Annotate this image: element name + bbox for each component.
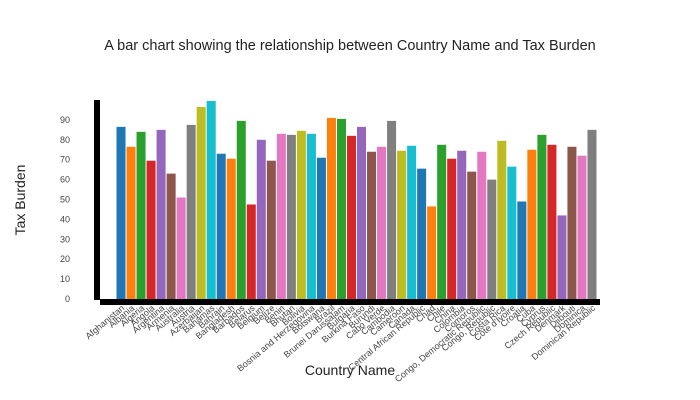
bar: [497, 140, 507, 299]
bar: [256, 139, 266, 299]
y-tick-label: 70: [60, 155, 70, 165]
x-axis-title: Country Name: [305, 362, 395, 378]
bar: [457, 150, 467, 299]
y-tick-label: 10: [60, 274, 70, 284]
y-tick-label: 80: [60, 135, 70, 145]
bar: [397, 150, 407, 299]
bar: [236, 120, 246, 300]
bar: [357, 126, 367, 300]
bar: [407, 145, 417, 299]
x-axis-line: [100, 299, 600, 305]
y-tick-label: 40: [60, 214, 70, 224]
bar: [437, 144, 447, 299]
bar: [587, 129, 597, 299]
bar: [467, 171, 477, 299]
bar: [126, 146, 136, 299]
y-axis-ticks: 0 10 20 30 40 50 60 70 80 90: [60, 115, 70, 304]
bar: [206, 100, 216, 300]
bar: [377, 146, 387, 299]
bar: [316, 157, 326, 299]
bar: [477, 151, 487, 299]
bar: [487, 179, 497, 299]
bar: [567, 146, 577, 299]
bar: [447, 158, 457, 299]
bars: [116, 100, 597, 300]
y-tick-label: 60: [60, 175, 70, 185]
bar: [156, 129, 166, 299]
y-tick-label: 50: [60, 195, 70, 205]
y-axis-title: Tax Burden: [12, 165, 28, 236]
bar: [427, 206, 437, 299]
bar: [286, 134, 296, 299]
bar: [296, 130, 306, 299]
bar: [547, 144, 557, 299]
y-tick-label: 90: [60, 115, 70, 125]
bar: [266, 160, 276, 299]
bar: [246, 204, 256, 299]
bar: [326, 117, 336, 299]
bar: [527, 149, 537, 299]
bar: [146, 160, 156, 299]
bar: [176, 197, 186, 299]
bar: [346, 135, 356, 299]
bar: [507, 166, 517, 299]
bar: [537, 134, 547, 299]
bar: [216, 153, 226, 299]
bar: [166, 173, 176, 299]
bar: [417, 168, 427, 299]
bar: [196, 106, 206, 299]
y-axis-line: [94, 100, 100, 300]
bar: [577, 155, 587, 299]
bar: [306, 133, 316, 299]
y-tick-label: 0: [65, 294, 70, 304]
bar: [517, 201, 527, 299]
bar: [226, 158, 236, 299]
y-tick-label: 30: [60, 234, 70, 244]
bar: [116, 126, 126, 300]
bar: [367, 151, 377, 299]
bar: [557, 215, 567, 299]
chart-title: A bar chart showing the relationship bet…: [104, 38, 595, 54]
bar: [186, 124, 196, 299]
bar: [336, 118, 346, 299]
bar: [136, 131, 146, 299]
bar: [276, 133, 286, 299]
bar: [387, 120, 397, 300]
y-tick-label: 20: [60, 254, 70, 264]
